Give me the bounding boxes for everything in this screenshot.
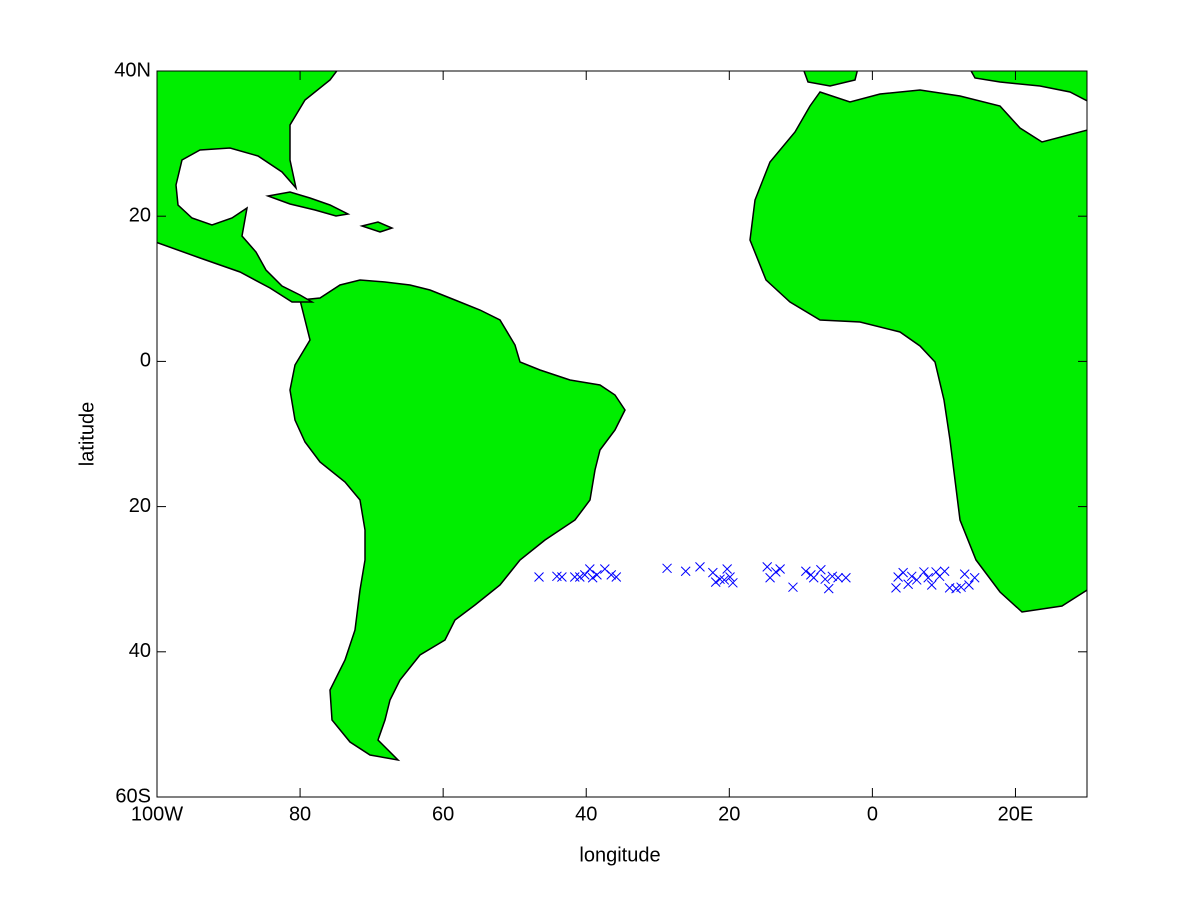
- africa: [749, 89, 1087, 613]
- marker: [695, 562, 705, 572]
- marker: [827, 571, 838, 582]
- marker: [808, 572, 819, 583]
- marker: [919, 567, 929, 577]
- marker: [611, 572, 622, 582]
- marker: [719, 575, 730, 585]
- land: [157, 71, 1087, 762]
- x-axis-label: longitude: [579, 844, 660, 866]
- marker: [816, 564, 826, 575]
- marker: [931, 567, 941, 577]
- y-tick-label: 40: [129, 640, 151, 662]
- marker: [557, 572, 567, 582]
- marker: [710, 577, 721, 587]
- marker: [728, 577, 738, 588]
- marker: [898, 567, 908, 578]
- marker: [788, 582, 798, 593]
- cuba: [265, 191, 351, 217]
- north-america: [157, 71, 338, 303]
- y-tick-label: 60S: [115, 785, 151, 807]
- marker: [606, 569, 617, 580]
- y-tick-label: 20: [129, 495, 151, 517]
- marker: [820, 574, 831, 585]
- marker: [939, 566, 950, 577]
- marker: [725, 572, 735, 582]
- marker: [722, 564, 733, 574]
- marker: [959, 569, 970, 579]
- marker: [926, 580, 937, 590]
- hispaniola: [359, 221, 395, 233]
- marker: [574, 572, 585, 582]
- marker: [841, 572, 851, 583]
- x-tick-label: 20E: [998, 803, 1034, 825]
- markers: [534, 562, 980, 594]
- x-tick-label: 0: [867, 803, 878, 825]
- marker: [911, 575, 922, 585]
- marker: [964, 580, 974, 590]
- marker: [801, 566, 811, 577]
- x-tick-label: 100W: [131, 803, 183, 825]
- marker: [579, 569, 590, 580]
- marker: [833, 572, 843, 583]
- y-tick-label: 20: [129, 204, 151, 226]
- marker: [592, 569, 602, 580]
- x-tick-label: 80: [289, 803, 311, 825]
- x-tick-label: 20: [718, 803, 740, 825]
- marker: [584, 564, 595, 574]
- marker: [715, 574, 725, 585]
- marker: [770, 567, 781, 577]
- marker: [762, 562, 773, 572]
- marker: [906, 571, 917, 582]
- x-tick-label: 40: [575, 803, 597, 825]
- iberia: [803, 71, 859, 87]
- marker: [891, 583, 901, 593]
- marker: [903, 579, 914, 590]
- marker: [823, 583, 834, 594]
- marker: [775, 564, 785, 574]
- marker: [662, 563, 672, 574]
- plot-frame: [156, 70, 1088, 798]
- y-tick-label: 40N: [114, 59, 151, 81]
- y-axis-label: latitude: [76, 402, 98, 467]
- marker: [680, 566, 691, 577]
- x-tick-label: 60: [432, 803, 454, 825]
- marker: [534, 572, 544, 582]
- marker: [923, 572, 934, 583]
- marker: [956, 582, 966, 593]
- marker: [587, 572, 598, 583]
- marker: [569, 572, 580, 582]
- marker: [969, 572, 980, 583]
- europe: [970, 71, 1087, 102]
- south-america: [289, 279, 626, 762]
- y-tick-label: 0: [140, 350, 151, 372]
